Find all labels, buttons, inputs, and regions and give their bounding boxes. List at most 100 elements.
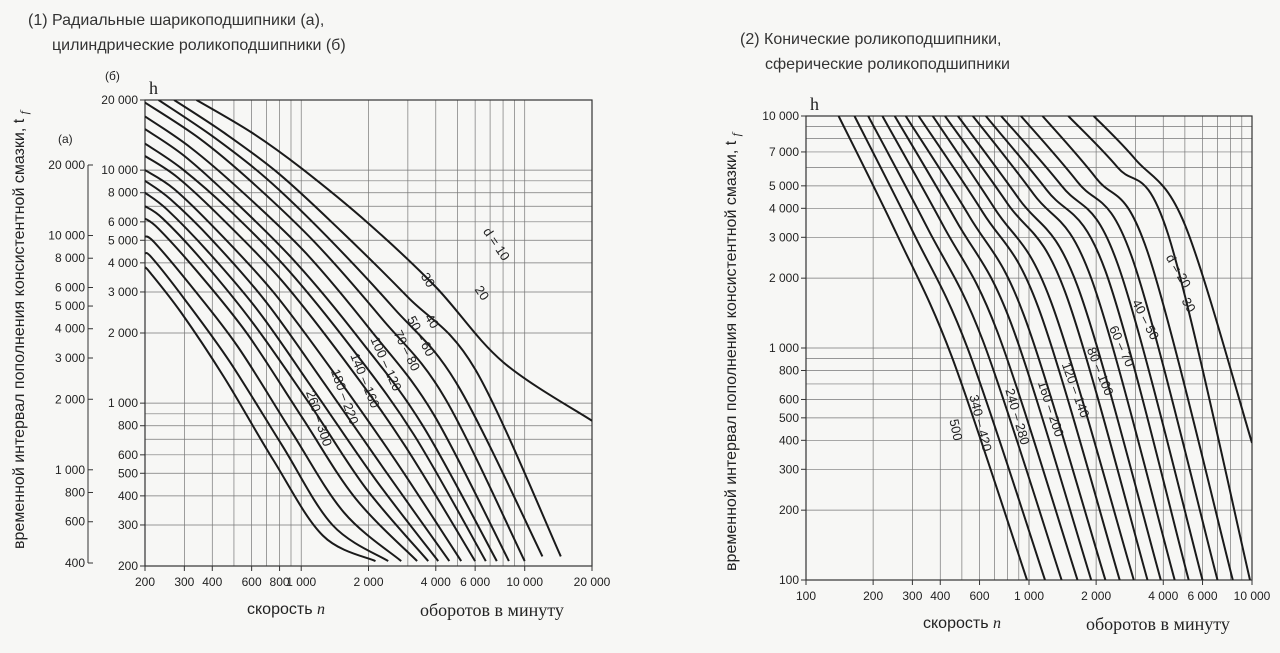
y-tick-label: 300 <box>779 462 799 476</box>
y-unit-label: h <box>149 78 158 98</box>
series-line-80 <box>972 116 1176 580</box>
series-line-220 <box>145 235 402 562</box>
chart-title-line: сферические роликоподшипники <box>765 56 1010 73</box>
series-line-80 <box>145 155 476 562</box>
series-line-160 <box>145 205 429 562</box>
y-axis-title: временной интервал пополнения консистент… <box>11 109 31 549</box>
x-tick-label: 1 000 <box>1014 589 1044 603</box>
x-tick-label: 6 000 <box>1188 589 1218 603</box>
curve-label: 500 <box>946 418 965 442</box>
x-unit-label: оборотов в минуту <box>420 600 564 620</box>
y-tick-label: 1 000 <box>769 341 799 355</box>
series-line-50 <box>145 115 510 562</box>
series-line-240 <box>893 116 1093 580</box>
y-tick-label: 300 <box>118 518 138 532</box>
y-a-tick-label: 10 000 <box>48 229 85 243</box>
x-tick-label: 200 <box>135 575 155 589</box>
series-group <box>145 100 592 563</box>
series-line-280 <box>881 116 1079 580</box>
y-tick-label: 5 000 <box>769 179 799 193</box>
y-tick-label: 600 <box>779 392 799 406</box>
y-tick-label: 200 <box>779 503 799 517</box>
x-tick-label: 2 000 <box>1081 589 1111 603</box>
x-axis-title: скорость n <box>247 601 325 618</box>
x-axis-title: скорость n <box>923 615 1001 632</box>
x-tick-label: 100 <box>796 589 816 603</box>
x-tick-label: 400 <box>930 589 950 603</box>
series-line-50 <box>1020 116 1219 580</box>
y-tick-label: 400 <box>779 433 799 447</box>
y-axis-b-label: (б) <box>105 69 120 83</box>
y-tick-label: 4 000 <box>108 256 138 270</box>
series-line-260 <box>145 252 389 562</box>
x-tick-label: 1 000 <box>286 575 316 589</box>
y-a-tick-label: 600 <box>65 515 85 529</box>
series-line-40 <box>145 101 526 562</box>
x-tick-label: 10 000 <box>1234 589 1271 603</box>
series-line-140 <box>145 191 439 562</box>
curve-label: 240 – 280 <box>1002 387 1032 447</box>
y-axis-title: временной интервал пополнения консистент… <box>723 131 743 571</box>
series-line-100 <box>145 169 463 562</box>
y-tick-label: 10 000 <box>762 109 799 123</box>
y-a-tick-label: 3 000 <box>55 351 85 365</box>
y-tick-label: 200 <box>118 559 138 573</box>
y-tick-label: 2 000 <box>769 271 799 285</box>
curve-label: 340 – 420 <box>966 393 995 453</box>
curve-label: d = 20 <box>1163 251 1194 290</box>
curve-label: 60 – 70 <box>1106 323 1137 369</box>
series-line-340 <box>867 116 1063 580</box>
series-line-100 <box>957 116 1162 580</box>
y-tick-label: 400 <box>118 489 138 503</box>
curve-label: 80 – 100 <box>1084 345 1117 398</box>
curve-label: 40 <box>422 311 442 331</box>
y-tick-label: 3 000 <box>769 230 799 244</box>
y-tick-label: 10 000 <box>101 163 138 177</box>
grid-lines <box>144 99 593 567</box>
series-line-120 <box>145 179 451 562</box>
series-line-180 <box>145 217 418 562</box>
y-tick-label: 5 000 <box>108 233 138 247</box>
series-line-d20 <box>1092 116 1252 444</box>
y-tick-label: 800 <box>118 419 138 433</box>
y-a-tick-label: 400 <box>65 556 85 570</box>
curve-label: 30 <box>418 270 438 290</box>
y-tick-label: 8 000 <box>108 186 138 200</box>
y-a-tick-label: 2 000 <box>55 392 85 406</box>
y-tick-label: 500 <box>779 411 799 425</box>
y-tick-label: 2 000 <box>108 326 138 340</box>
y-tick-label: 100 <box>779 573 799 587</box>
x-tick-label: 10 000 <box>506 575 543 589</box>
curve-label: d = 10 <box>480 225 513 264</box>
x-unit-label: оборотов в минуту <box>1086 614 1230 634</box>
y-tick-label: 7 000 <box>769 145 799 159</box>
y-a-tick-label: 5 000 <box>55 299 85 313</box>
y-tick-label: 6 000 <box>108 215 138 229</box>
y-a-tick-label: 800 <box>65 485 85 499</box>
y-a-tick-label: 6 000 <box>55 280 85 294</box>
x-tick-label: 200 <box>863 589 883 603</box>
series-line-20 <box>173 100 562 557</box>
series-line-40 <box>1041 116 1234 580</box>
series-line-70 <box>985 116 1190 580</box>
series-line-160 <box>917 116 1121 580</box>
y-a-tick-label: 4 000 <box>55 322 85 336</box>
x-tick-label: 600 <box>242 575 262 589</box>
y-axis-a-label: (а) <box>58 132 73 146</box>
series-line-60 <box>145 128 498 562</box>
y-tick-label: 3 000 <box>108 285 138 299</box>
y-a-tick-label: 8 000 <box>55 251 85 265</box>
chart-tapered-bearings: (2) Конические роликоподшипники, сферичес… <box>723 31 1271 634</box>
series-line-140 <box>931 116 1135 580</box>
x-tick-label: 400 <box>202 575 222 589</box>
y-tick-label: 1 000 <box>108 396 138 410</box>
y-a-tick-label: 20 000 <box>48 158 85 172</box>
y-tick-label: 800 <box>779 363 799 377</box>
series-line-420 <box>853 116 1046 580</box>
x-tick-label: 2 000 <box>353 575 383 589</box>
y-tick-label: 600 <box>118 448 138 462</box>
x-tick-label: 20 000 <box>574 575 611 589</box>
series-group <box>837 116 1252 580</box>
x-tick-label: 300 <box>902 589 922 603</box>
